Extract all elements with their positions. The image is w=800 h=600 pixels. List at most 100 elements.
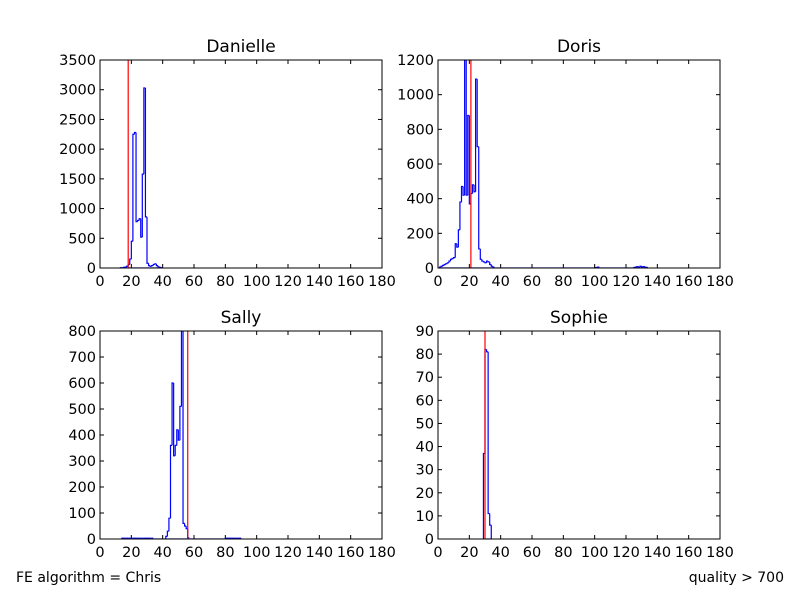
x-tick-label: 140 xyxy=(305,545,333,561)
y-tick-label: 40 xyxy=(416,440,434,456)
histogram-bin xyxy=(459,201,462,230)
histogram-bin xyxy=(152,263,155,266)
histogram-bin xyxy=(151,265,154,267)
histogram-bin xyxy=(492,266,495,268)
chart-doris: Doris 0 20 40 60 80 100 120 140 160 180 0 200 400 600 8… xyxy=(397,37,734,290)
histogram-bin xyxy=(482,261,485,263)
x-tick-label: 180 xyxy=(368,274,396,290)
x-tick-label: 20 xyxy=(122,274,140,290)
histogram-bin xyxy=(135,132,138,223)
axes-frame xyxy=(99,330,383,540)
x-tick-label: 160 xyxy=(337,545,365,561)
histogram-bin xyxy=(485,349,489,353)
y-tick-label: 500 xyxy=(68,231,96,247)
y-tick-label: 70 xyxy=(416,370,434,386)
x-tick-label: 40 xyxy=(491,545,509,561)
histogram-bin xyxy=(453,257,456,259)
histogram-bin xyxy=(442,264,445,267)
x-tick-label: 0 xyxy=(95,545,104,561)
y-tick-label: 3500 xyxy=(59,53,96,69)
y-tick-label: 200 xyxy=(68,480,96,496)
y-tick-label: 0 xyxy=(87,532,96,548)
y-tick-label: 100 xyxy=(68,506,96,522)
y-tick-label: 20 xyxy=(416,486,434,502)
plot-area xyxy=(438,60,649,268)
histogram-bin xyxy=(446,262,449,264)
x-tick-label: 20 xyxy=(460,274,478,290)
y-tick-label: 1200 xyxy=(397,53,434,69)
x-tick-label: 0 xyxy=(433,545,442,561)
histogram-bin xyxy=(489,261,492,266)
histogram-bin xyxy=(457,229,460,248)
x-tick-label: 120 xyxy=(274,274,302,290)
histogram-bin xyxy=(143,87,146,175)
histogram-bin xyxy=(460,185,464,203)
x-tick-label: 0 xyxy=(95,274,104,290)
histogram-bin xyxy=(168,517,171,532)
histogram-bin xyxy=(137,219,140,222)
plot-area xyxy=(482,331,492,539)
chart-title: Sophie xyxy=(550,308,608,328)
x-tick-label: 20 xyxy=(460,545,478,561)
x-tick-label: 180 xyxy=(706,545,734,561)
y-tick-label: 0 xyxy=(87,261,96,277)
y-tick-label: 0 xyxy=(425,532,434,548)
x-tick-label: 120 xyxy=(612,274,640,290)
histogram-bin xyxy=(129,258,132,265)
y-tick-label: 600 xyxy=(406,157,434,173)
histogram-bin xyxy=(636,266,639,268)
y-tick-label: 3000 xyxy=(59,83,96,99)
histogram-bin xyxy=(479,248,482,260)
footer-algorithm-label: FE algorithm = Chris xyxy=(16,570,162,586)
histogram-bin xyxy=(490,264,493,267)
y-tick-label: 2000 xyxy=(59,142,96,158)
x-tick-label: 140 xyxy=(643,545,671,561)
y-tick-label: 800 xyxy=(68,324,96,340)
histogram-bin xyxy=(141,173,144,238)
histogram-bin xyxy=(157,265,160,268)
histogram-bin xyxy=(179,405,182,441)
y-tick-label: 2500 xyxy=(59,112,96,128)
axes-frame xyxy=(99,59,383,269)
x-tick-label: 180 xyxy=(368,545,396,561)
x-tick-label: 140 xyxy=(305,274,333,290)
histogram-bin xyxy=(130,240,133,260)
y-tick-label: 30 xyxy=(416,463,434,479)
y-tick-label: 0 xyxy=(425,261,434,277)
histogram-bin xyxy=(180,331,184,407)
y-tick-label: 800 xyxy=(406,122,434,138)
y-tick-label: 10 xyxy=(416,509,434,525)
x-tick-label: 140 xyxy=(643,274,671,290)
y-tick-label: 1000 xyxy=(397,88,434,104)
x-tick-label: 80 xyxy=(216,274,234,290)
histogram-bin xyxy=(147,263,151,267)
histogram-bin xyxy=(182,331,185,524)
histogram-bin xyxy=(445,263,448,265)
histogram-bin xyxy=(478,146,481,250)
histogram-bin xyxy=(184,523,187,527)
y-tick-label: 60 xyxy=(416,393,434,409)
x-tick-label: 60 xyxy=(523,545,541,561)
x-tick-label: 80 xyxy=(554,545,572,561)
histogram-bin xyxy=(155,263,158,267)
chart-danielle: Danielle 0 20 40 60 80 100 120 140 160 180 0 500 1000… xyxy=(59,37,396,290)
chart-title: Danielle xyxy=(206,37,275,57)
x-tick-label: 60 xyxy=(185,545,203,561)
y-tick-label: 50 xyxy=(416,416,434,432)
histogram-bin xyxy=(443,263,446,266)
x-tick-label: 40 xyxy=(153,545,171,561)
y-tick-label: 200 xyxy=(406,226,434,242)
histogram-bin xyxy=(174,444,177,456)
y-tick-label: 700 xyxy=(68,350,96,366)
x-tick-label: 0 xyxy=(433,274,442,290)
histogram-bin xyxy=(481,259,484,262)
histogram-bin xyxy=(451,257,454,260)
chart-title: Sally xyxy=(221,308,262,328)
histogram-bin xyxy=(144,87,147,218)
histogram-bin xyxy=(158,266,162,268)
histogram-bin xyxy=(448,260,451,263)
histogram-bin xyxy=(138,218,141,221)
y-tick-label: 500 xyxy=(68,402,96,418)
x-tick-label: 40 xyxy=(491,274,509,290)
y-tick-label: 600 xyxy=(68,376,96,392)
